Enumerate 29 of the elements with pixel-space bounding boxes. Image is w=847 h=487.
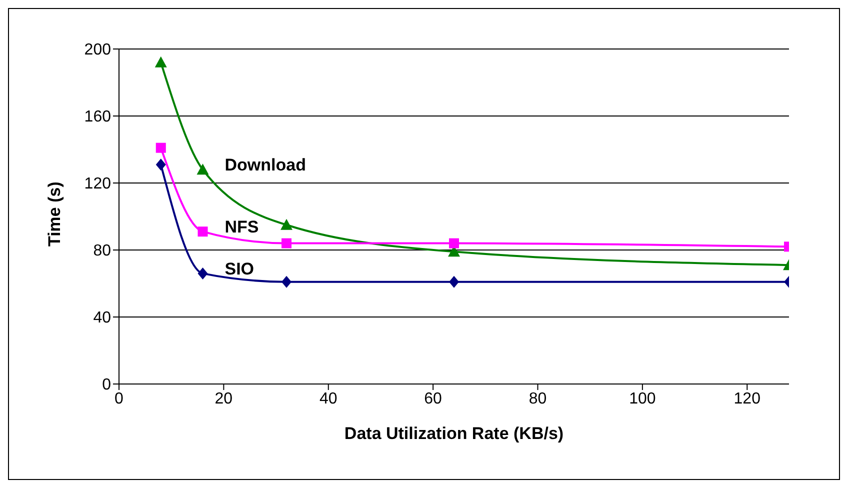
y-tick-label: 200 xyxy=(84,42,112,59)
point xyxy=(156,142,166,153)
point xyxy=(449,238,459,248)
point xyxy=(154,56,167,68)
x-tick-label: 80 xyxy=(528,390,547,408)
x-tick-label: 20 xyxy=(214,390,233,408)
point xyxy=(198,267,208,280)
point xyxy=(156,158,166,171)
x-tick-label: 60 xyxy=(424,390,442,408)
series-label: NFS xyxy=(224,218,259,237)
y-tick-label: 80 xyxy=(93,242,112,260)
y-tick-label: 160 xyxy=(84,108,112,126)
x-tick-label: 0 xyxy=(114,390,124,408)
series-label: SIO xyxy=(224,259,254,278)
x-axis-title: Data Utilization Rate (KB/s) xyxy=(344,424,564,443)
x-tick-label: 40 xyxy=(319,390,338,408)
x-tick-label: 100 xyxy=(629,390,656,408)
y-tick-label: 40 xyxy=(93,310,112,327)
point xyxy=(196,164,209,175)
series-label: Download xyxy=(224,156,306,175)
point xyxy=(449,276,459,288)
y-tick-label: 120 xyxy=(84,176,112,193)
y-tick-label: 0 xyxy=(102,376,112,394)
point xyxy=(282,276,292,288)
point xyxy=(198,226,208,237)
point xyxy=(282,238,292,248)
y-axis-title: Time (s) xyxy=(45,182,64,246)
x-tick-label: 120 xyxy=(734,390,761,408)
point xyxy=(280,218,292,230)
